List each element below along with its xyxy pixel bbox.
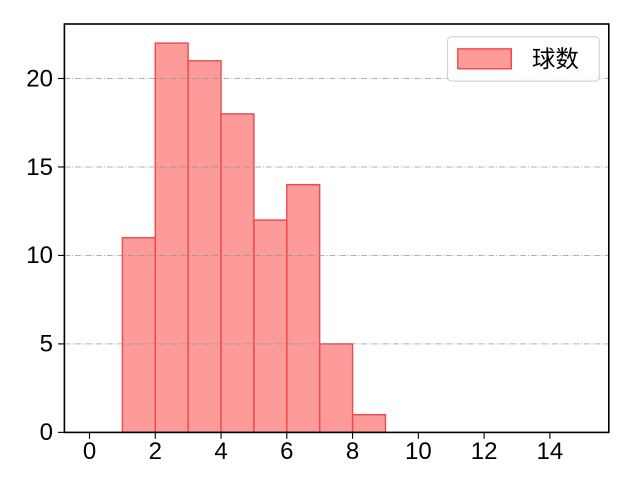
svg-text:6: 6: [280, 438, 293, 465]
svg-text:10: 10: [405, 438, 432, 465]
svg-text:5: 5: [40, 331, 53, 358]
svg-text:8: 8: [346, 438, 359, 465]
svg-text:4: 4: [214, 438, 227, 465]
svg-text:14: 14: [537, 438, 564, 465]
svg-text:15: 15: [26, 154, 53, 181]
svg-text:2: 2: [149, 438, 162, 465]
svg-text:球数: 球数: [532, 46, 579, 72]
svg-text:0: 0: [40, 419, 53, 446]
svg-text:12: 12: [471, 438, 498, 465]
svg-text:10: 10: [26, 242, 53, 269]
svg-text:20: 20: [26, 65, 53, 92]
svg-text:0: 0: [83, 438, 96, 465]
